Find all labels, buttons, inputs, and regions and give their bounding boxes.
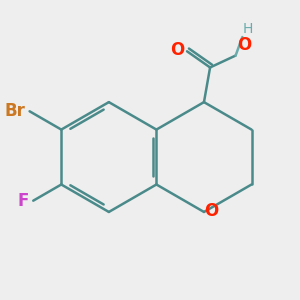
Text: H: H bbox=[243, 22, 254, 36]
Text: O: O bbox=[170, 41, 184, 59]
Text: F: F bbox=[18, 192, 29, 210]
Text: O: O bbox=[204, 202, 218, 220]
Text: O: O bbox=[237, 36, 251, 54]
Text: Br: Br bbox=[4, 102, 26, 120]
